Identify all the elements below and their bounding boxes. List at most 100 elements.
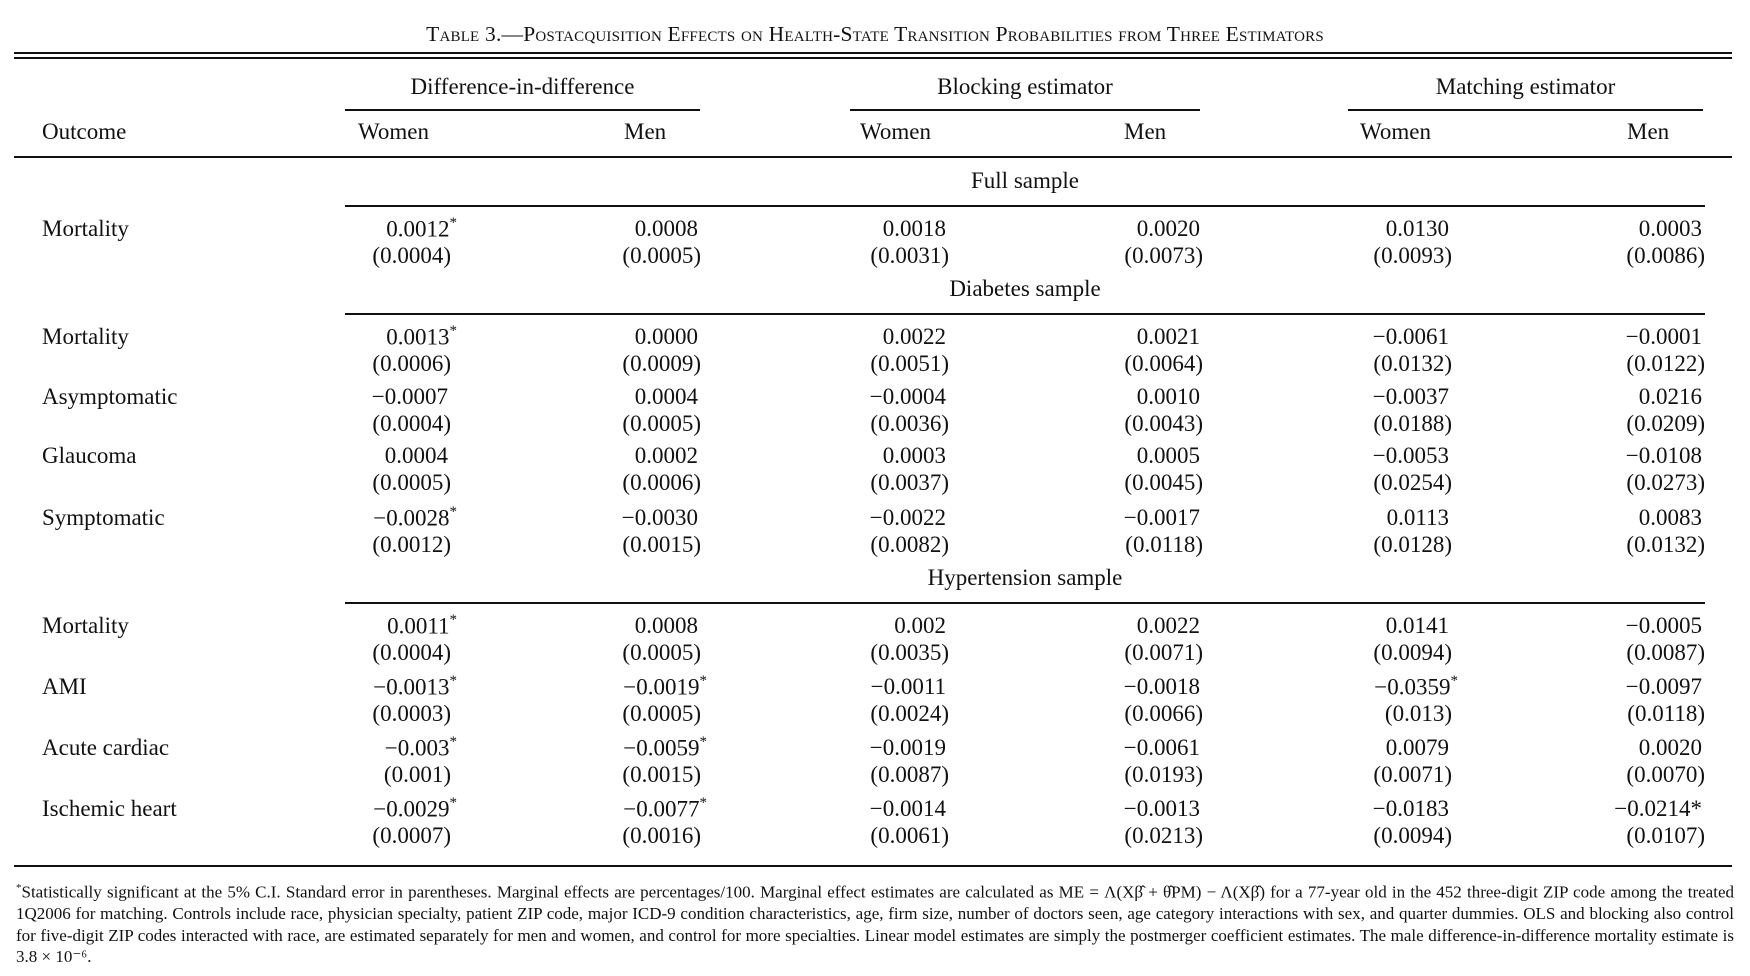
estimate-full-r0-did-men: 0.0008: [634, 216, 698, 241]
significance-mark: *: [699, 734, 708, 750]
estimate-diabetes-r3-did-men: −0.0030: [621, 505, 698, 530]
estimate-hypertension-r1-blocking-women: −0.0011: [870, 674, 946, 699]
std-error-diabetes-r3-matching-men: (0.0132): [1626, 532, 1705, 557]
std-error-diabetes-r3-did-men: (0.0015): [622, 532, 701, 557]
estimate-hypertension-r2-did-men: −0.0059*: [623, 734, 708, 761]
outcome-header: Outcome: [42, 119, 127, 144]
estimate-hypertension-r3-did-men: −0.0077*: [623, 795, 708, 822]
estimate-diabetes-r0-blocking-women: 0.0022: [882, 324, 946, 349]
significance-mark: *: [449, 673, 458, 689]
std-error-hypertension-r1-did-women: (0.0003): [372, 701, 451, 726]
std-error-hypertension-r2-blocking-men: (0.0193): [1124, 762, 1203, 787]
estimate-diabetes-r3-matching-women: 0.0113: [1386, 505, 1449, 530]
significance-mark: *: [699, 673, 708, 689]
row-label-diabetes-mortality: Mortality: [42, 324, 129, 349]
estimate-hypertension-r2-did-women: −0.003*: [384, 734, 458, 761]
std-error-diabetes-r0-did-men: (0.0009): [622, 351, 701, 376]
std-error-hypertension-r0-matching-women: (0.0094): [1373, 640, 1452, 665]
row-label-hypertension-mortality: Mortality: [42, 613, 129, 638]
table-footnote: *Statistically significant at the 5% C.I…: [16, 878, 1734, 968]
estimate-hypertension-r0-did-women: 0.0011*: [387, 612, 457, 639]
std-error-hypertension-r0-did-women: (0.0004): [372, 640, 451, 665]
group-header-matching: Matching estimator: [1435, 74, 1616, 99]
estimate-diabetes-r2-blocking-men: 0.0005: [1136, 443, 1200, 468]
estimate-diabetes-r0-matching-men: −0.0001: [1625, 324, 1702, 349]
estimate-diabetes-r0-blocking-men: 0.0021: [1136, 324, 1200, 349]
estimate-diabetes-r0-matching-women: −0.0061: [1372, 324, 1449, 349]
estimate-hypertension-r2-matching-men: 0.0020: [1638, 735, 1702, 760]
significance-mark: *: [449, 504, 458, 520]
estimate-diabetes-r0-did-men: 0.0000: [634, 324, 698, 349]
std-error-hypertension-r0-matching-men: (0.0087): [1626, 640, 1705, 665]
estimate-hypertension-r3-blocking-men: −0.0013: [1123, 796, 1200, 821]
std-error-diabetes-r1-blocking-women: (0.0036): [870, 411, 949, 436]
std-error-hypertension-r3-blocking-men: (0.0213): [1124, 823, 1203, 848]
std-error-full-r0-did-men: (0.0005): [622, 243, 701, 268]
estimate-hypertension-r1-blocking-men: −0.0018: [1123, 674, 1200, 699]
std-error-full-r0-blocking-women: (0.0031): [870, 243, 949, 268]
std-error-hypertension-r3-did-men: (0.0016): [622, 823, 701, 848]
significance-mark: *: [449, 734, 458, 750]
top-rule-second: [14, 57, 1732, 59]
significance-mark: *: [699, 795, 708, 811]
std-error-diabetes-r2-did-men: (0.0006): [622, 470, 701, 495]
estimate-diabetes-r3-blocking-women: −0.0022: [869, 505, 946, 530]
estimate-hypertension-r0-matching-women: 0.0141: [1385, 613, 1449, 638]
group-underline-did: [345, 109, 700, 111]
estimate-full-r0-matching-men: 0.0003: [1638, 216, 1702, 241]
subheader-matching-women: Women: [1360, 119, 1431, 144]
footnote-mark: *: [16, 882, 22, 894]
std-error-full-r0-matching-men: (0.0086): [1626, 243, 1705, 268]
subheader-blocking-women: Women: [860, 119, 931, 144]
estimate-diabetes-r1-matching-men: 0.0216: [1638, 384, 1702, 409]
estimate-diabetes-r3-matching-men: 0.0083: [1638, 505, 1702, 530]
group-header-did: Difference-in-difference: [410, 74, 635, 99]
std-error-diabetes-r1-blocking-men: (0.0043): [1124, 411, 1203, 436]
std-error-hypertension-r3-did-women: (0.0007): [372, 823, 451, 848]
footnote-text: Statistically significant at the 5% C.I.…: [16, 882, 1734, 967]
subheader-did-women: Women: [358, 119, 429, 144]
estimate-diabetes-r2-matching-women: −0.0053: [1372, 443, 1449, 468]
estimate-full-r0-blocking-women: 0.0018: [882, 216, 946, 241]
std-error-diabetes-r1-did-men: (0.0005): [622, 411, 701, 436]
estimate-hypertension-r3-matching-men: −0.0214*: [1614, 796, 1702, 821]
estimate-diabetes-r1-blocking-women: −0.0004: [869, 384, 946, 409]
std-error-hypertension-r0-did-men: (0.0005): [622, 640, 701, 665]
estimate-diabetes-r3-did-women: −0.0028*: [373, 504, 458, 531]
estimate-diabetes-r1-matching-women: −0.0037: [1372, 384, 1449, 409]
std-error-hypertension-r2-blocking-women: (0.0087): [870, 762, 949, 787]
std-error-diabetes-r2-did-women: (0.0005): [372, 470, 451, 495]
subheader-did-men: Men: [624, 119, 667, 144]
row-label-hypertension-acute-cardiac: Acute cardiac: [42, 735, 170, 760]
section-title-hypertension: Hypertension sample: [927, 565, 1123, 590]
top-rule: [14, 52, 1732, 54]
std-error-hypertension-r1-matching-women: (0.013): [1384, 701, 1452, 726]
estimate-hypertension-r1-did-women: −0.0013*: [373, 673, 458, 700]
estimate-hypertension-r0-did-men: 0.0008: [634, 613, 698, 638]
estimate-hypertension-r2-matching-women: 0.0079: [1385, 735, 1449, 760]
estimate-diabetes-r3-blocking-men: −0.0017: [1123, 505, 1200, 530]
significance-mark: *: [449, 215, 458, 231]
row-label-diabetes-glaucoma: Glaucoma: [42, 443, 137, 468]
subheader-matching-men: Men: [1627, 119, 1670, 144]
estimate-diabetes-r1-did-men: 0.0004: [634, 384, 698, 409]
std-error-hypertension-r1-matching-men: (0.0118): [1627, 701, 1705, 726]
table-title: Table 3.—Postacquisition Effects on Heal…: [426, 22, 1324, 46]
std-error-diabetes-r0-matching-men: (0.0122): [1626, 351, 1705, 376]
std-error-hypertension-r2-did-women: (0.001): [383, 762, 451, 787]
std-error-hypertension-r0-blocking-men: (0.0071): [1124, 640, 1203, 665]
std-error-diabetes-r3-blocking-men: (0.0118): [1125, 532, 1203, 557]
estimate-hypertension-r1-matching-women: −0.0359*: [1374, 673, 1458, 700]
table-bottom-rule: [14, 865, 1732, 867]
subheader-blocking-men: Men: [1124, 119, 1167, 144]
header-bottom-rule: [14, 156, 1732, 158]
section-rule-diabetes: [345, 313, 1705, 315]
std-error-diabetes-r3-blocking-women: (0.0082): [870, 532, 949, 557]
std-error-diabetes-r3-did-women: (0.0012): [372, 532, 451, 557]
row-label-diabetes-asymptomatic: Asymptomatic: [42, 384, 178, 409]
estimate-diabetes-r2-did-women: 0.0004: [384, 443, 448, 468]
std-error-diabetes-r1-did-women: (0.0004): [372, 411, 451, 436]
row-label-full-mortality: Mortality: [42, 216, 129, 241]
std-error-hypertension-r3-blocking-women: (0.0061): [870, 823, 949, 848]
